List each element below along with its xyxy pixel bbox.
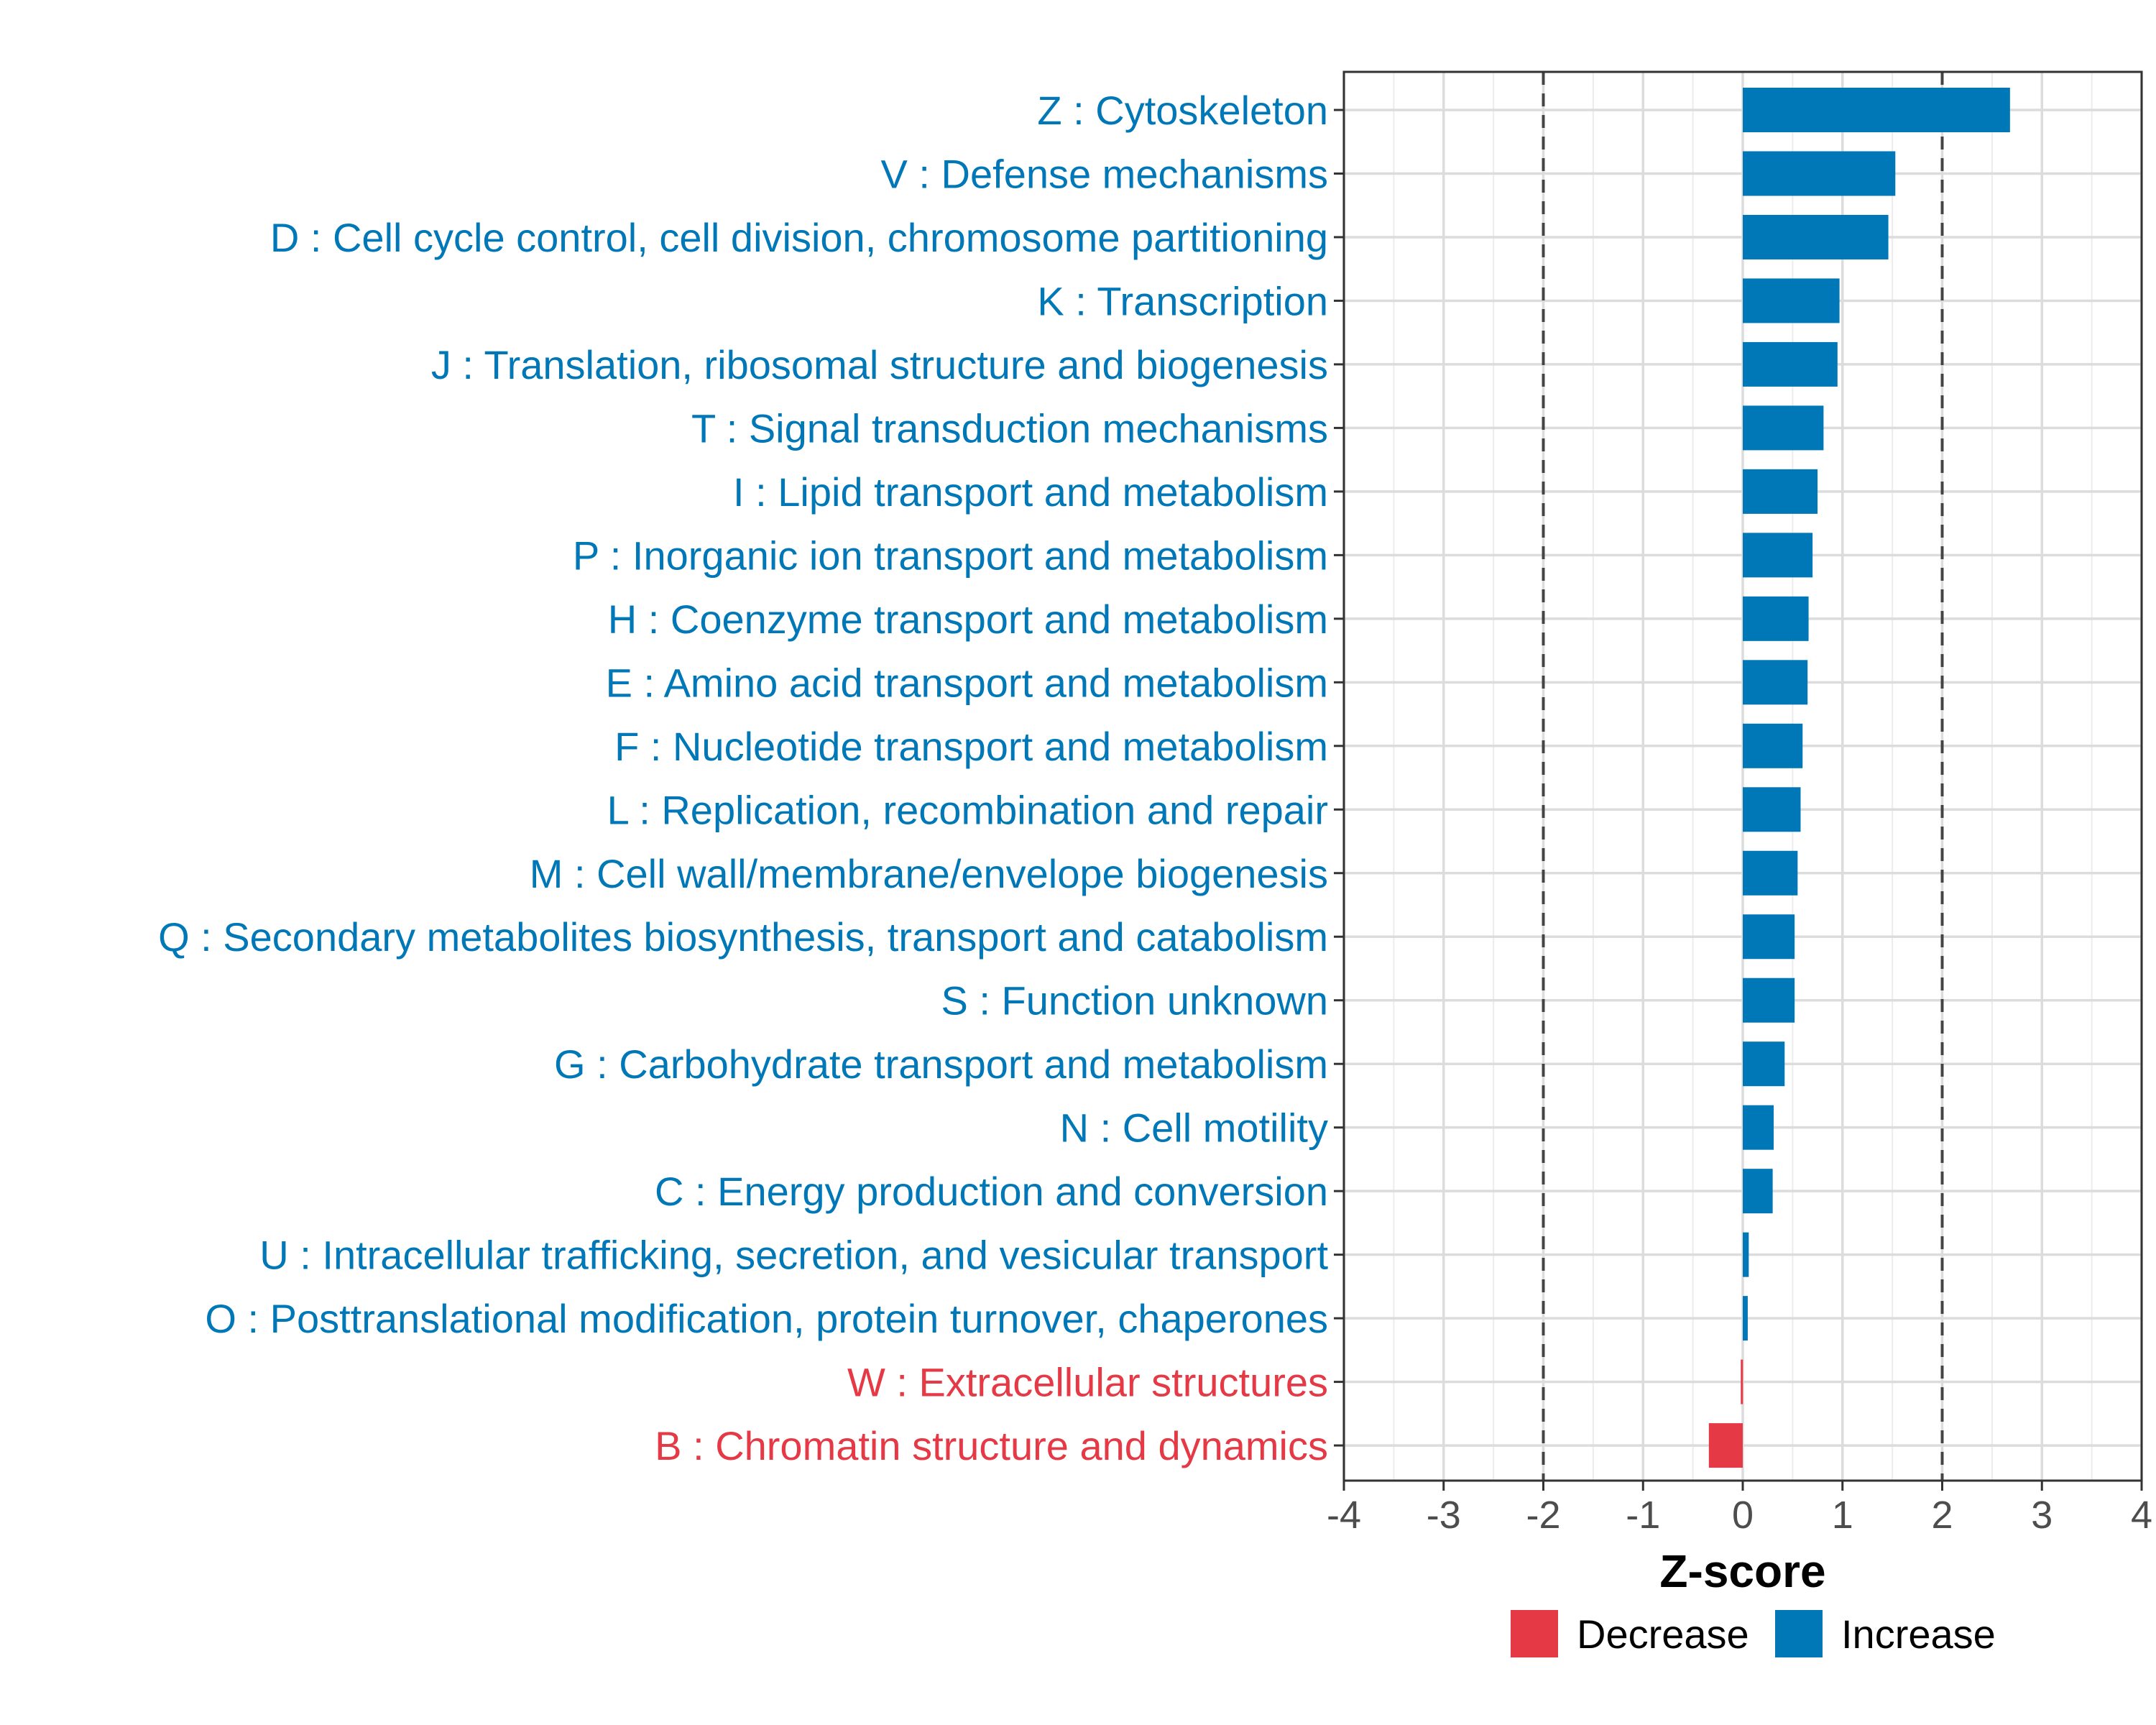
x-axis-ticks: -4 -3 -2 -1 0 1 2 3 4 [1327,1481,2152,1537]
bar [1743,596,1809,641]
category-label: I : Lipid transport and metabolism [733,469,1328,515]
category-label: K : Transcription [1037,278,1328,323]
category-label: N : Cell motility [1060,1105,1328,1151]
legend-swatch-decrease [1511,1610,1558,1657]
category-label: O : Posttranslational modification, prot… [205,1296,1328,1341]
category-label: S : Function unknown [941,978,1328,1024]
legend-swatch-increase [1775,1610,1823,1657]
x-tick-label: 2 [1931,1494,1953,1537]
bar [1743,1041,1785,1087]
bar [1743,660,1808,705]
x-tick-label: 1 [1832,1494,1853,1537]
x-tick-label: -4 [1327,1494,1361,1537]
bar [1743,341,1838,387]
category-label: D : Cell cycle control, cell division, c… [270,215,1328,260]
bar [1743,88,2010,132]
category-label: Z : Cytoskeleton [1037,88,1328,133]
category-label: Q : Secondary metabolites biosynthesis, … [158,914,1328,960]
category-label: J : Translation, ribosomal structure and… [431,342,1328,387]
category-labels: Z : Cytoskeleton V : Defense mechanisms D … [158,88,1328,1468]
bars [1708,88,2010,1468]
reference-lines [1542,72,1944,1481]
category-label: H : Coenzyme transport and metabolism [608,597,1328,642]
category-label: C : Energy production and conversion [655,1169,1328,1214]
category-label: B : Chromatin structure and dynamics [655,1423,1328,1468]
bar [1743,405,1824,451]
bar [1743,1232,1749,1277]
legend-label-decrease: Decrease [1577,1611,1749,1657]
category-label: G : Carbohydrate transport and metabolis… [554,1041,1328,1087]
bar [1743,787,1801,832]
legend-label-increase: Increase [1841,1611,1996,1657]
category-label: W : Extracellular structures [847,1360,1328,1405]
bar [1743,151,1896,196]
category-label: F : Nucleotide transport and metabolism [614,724,1328,769]
category-label: P : Inorganic ion transport and metaboli… [573,533,1328,578]
category-label: U : Intracellular trafficking, secretion… [259,1233,1328,1278]
bar [1743,850,1798,896]
category-label: L : Replication, recombination and repai… [607,787,1328,832]
bar [1743,1105,1774,1150]
bar [1743,214,1889,259]
x-tick-label: -2 [1526,1494,1560,1537]
bar [1741,1359,1743,1404]
x-axis-title: Z-score [1659,1545,1825,1597]
x-tick-label: 3 [2031,1494,2053,1537]
category-label: V : Defense mechanisms [881,151,1328,196]
category-label: M : Cell wall/membrane/envelope biogenes… [530,851,1328,896]
category-label: E : Amino acid transport and metabolism [606,660,1328,705]
x-tick-label: -1 [1626,1494,1660,1537]
legend: Decrease Increase [1511,1610,1996,1657]
category-label: T : Signal transduction mechanisms [691,405,1328,451]
bar [1743,978,1795,1023]
bar [1743,469,1818,514]
bar [1743,1169,1773,1214]
bar [1743,278,1840,323]
bar [1743,914,1795,960]
bar [1743,723,1803,768]
x-tick-label: 0 [1732,1494,1754,1537]
x-tick-label: 4 [2131,1494,2152,1537]
bar [1708,1423,1743,1468]
bar [1743,533,1813,578]
y-axis-ticks [1334,109,1344,1447]
x-tick-label: -3 [1427,1494,1461,1537]
bar [1743,1296,1748,1341]
